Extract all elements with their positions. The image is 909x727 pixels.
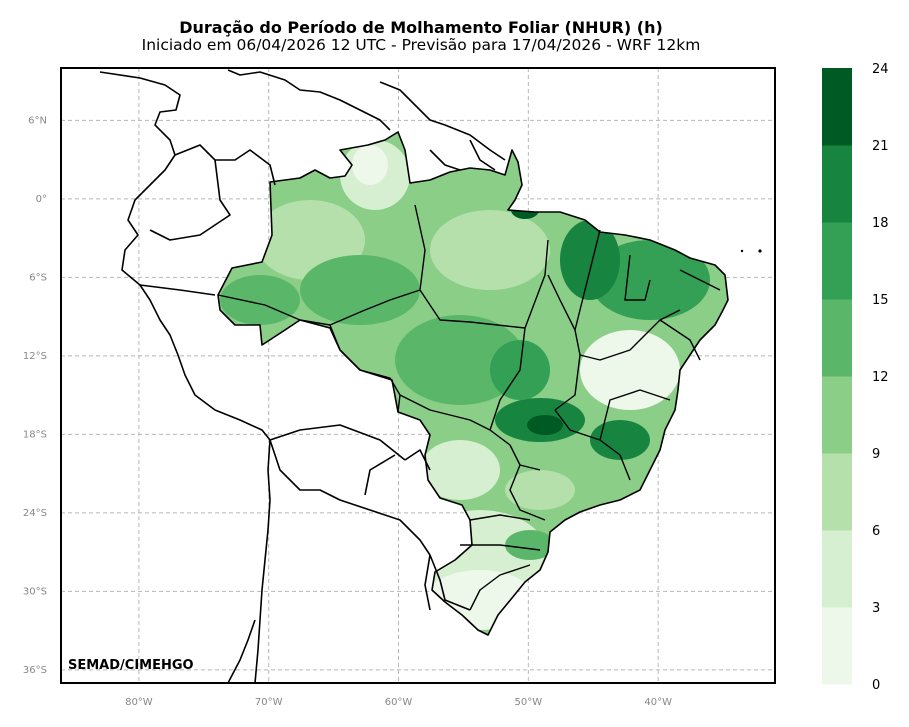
colorbar-segments	[822, 68, 852, 685]
x-tick-label: 60°W	[385, 697, 413, 708]
colorbar-segment	[822, 145, 852, 223]
y-tick-label: 36°S	[23, 665, 47, 676]
y-tick-label: 18°S	[23, 429, 47, 440]
colorbar-segment	[822, 222, 852, 300]
colorbar-tick-label: 9	[872, 447, 880, 462]
field-patch-sc	[505, 530, 555, 560]
y-tick-label: 24°S	[23, 508, 47, 519]
chart-subtitle: Iniciado em 06/04/2026 12 UTC - Previsão…	[141, 36, 701, 54]
x-tick-labels: 80°W 70°W 60°W 50°W 40°W	[125, 697, 672, 708]
x-tick-label: 40°W	[644, 697, 672, 708]
colorbar-segment	[822, 376, 852, 454]
field-patch-amazon-mid	[300, 255, 420, 325]
country-borders	[139, 69, 506, 611]
x-tick-label: 50°W	[515, 697, 543, 708]
y-tick-label: 30°S	[23, 586, 47, 597]
field-patch-mg-core	[527, 415, 563, 435]
map-frame	[60, 67, 776, 684]
colorbar-tick-labels: 0 3 6 9 12 15 18 21 24	[872, 62, 889, 693]
field-patch-para	[430, 210, 550, 290]
island-marker	[758, 249, 762, 253]
colorbar-tick-label: 24	[872, 62, 889, 77]
brazil-outline	[217, 131, 729, 636]
field-patch-ms-light	[420, 440, 500, 500]
field-patch-mato-grosso	[395, 315, 525, 405]
colorbar-tick-label: 12	[872, 370, 889, 385]
chart-title: Duração do Período de Molhamento Foliar …	[179, 18, 663, 37]
x-tick-label: 80°W	[125, 697, 153, 708]
field-patch-bahia-light	[580, 330, 680, 410]
credit-label: SEMAD/CIMEHGO	[68, 658, 194, 673]
field-patch-west	[220, 275, 300, 325]
colorbar-tick-label: 18	[872, 216, 889, 231]
field-patch-minas	[590, 420, 650, 460]
y-tick-label: 6°S	[29, 272, 47, 283]
island-marker	[740, 249, 744, 253]
colorbar-segment	[822, 68, 852, 146]
colorbar-segment	[822, 530, 852, 608]
y-tick-labels: 6°N 0° 6°S 12°S 18°S 24°S 30°S 36°S	[23, 115, 47, 676]
state-borders	[217, 204, 721, 611]
south-america-coastline	[99, 71, 271, 683]
colorbar-tick-label: 21	[872, 139, 889, 154]
colorbar-segment	[822, 299, 852, 377]
colorbar-segment	[822, 607, 852, 685]
y-tick-label: 0°	[36, 194, 47, 205]
colorbar-tick-label: 6	[872, 524, 880, 539]
y-tick-label: 12°S	[23, 351, 47, 362]
colorbar-segment	[822, 453, 852, 531]
colorbar-tick-label: 15	[872, 293, 889, 308]
field-patch-sp	[505, 470, 575, 510]
colorbar-tick-label: 3	[872, 601, 880, 616]
x-tick-label: 70°W	[255, 697, 283, 708]
field-patch-roraima-core	[352, 145, 388, 185]
colorbar-tick-label: 0	[872, 678, 880, 693]
y-tick-label: 6°N	[28, 115, 47, 126]
field-patch-maranhao	[560, 220, 620, 300]
borders	[99, 69, 729, 683]
map-gridlines	[61, 68, 775, 683]
